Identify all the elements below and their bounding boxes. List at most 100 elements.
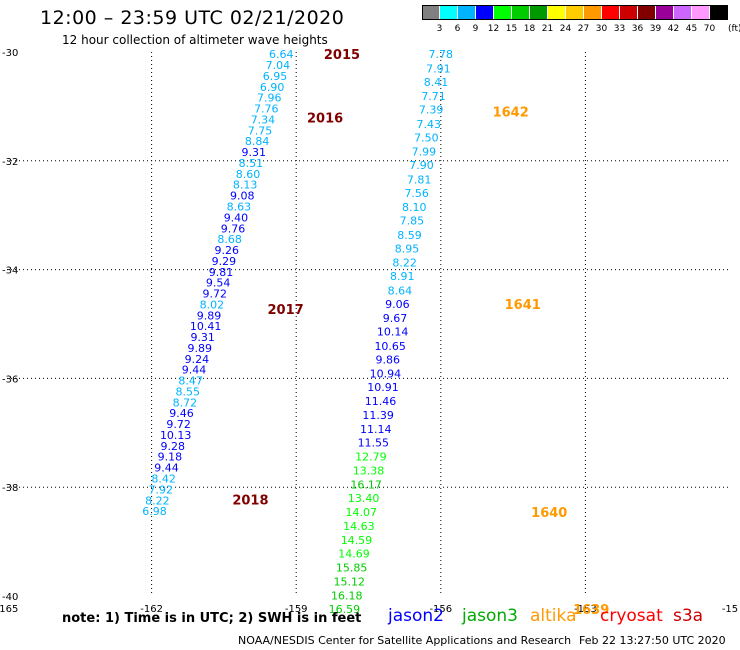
wave-height-point: 9.29 <box>212 255 237 268</box>
wave-height-point: 8.41 <box>424 76 449 89</box>
color-scale-cell <box>494 5 511 20</box>
wave-height-point: 9.86 <box>376 353 401 366</box>
wave-height-point: 8.91 <box>390 270 415 283</box>
color-scale-label: 24 <box>559 24 572 34</box>
wave-height-point: 7.99 <box>412 146 437 159</box>
x-tick-label: -159 <box>285 604 308 615</box>
wave-height-point: 14.07 <box>346 506 378 519</box>
footer-note: note: 1) Time is in UTC; 2) SWH is in fe… <box>62 611 362 626</box>
wave-height-point: 7.90 <box>409 159 434 172</box>
wave-height-point: 16.17 <box>350 478 382 491</box>
color-scale-cell <box>566 5 583 20</box>
wave-height-point: 9.40 <box>224 211 249 224</box>
wave-height-point: 14.59 <box>341 534 373 547</box>
footer-credit: NOAA/NESDIS Center for Satellite Applica… <box>238 634 572 647</box>
x-tick-label: -162 <box>140 604 163 615</box>
wave-height-point: 9.28 <box>161 440 186 453</box>
wave-height-point: 12.79 <box>355 451 387 464</box>
wave-height-point: 7.34 <box>251 113 276 126</box>
satellite-legend-jason3: jason3 <box>462 606 518 626</box>
wave-height-point: 8.13 <box>233 179 258 192</box>
track-annotation: 2016 <box>307 111 343 126</box>
footer-timestamp: Feb 22 13:27:50 UTC 2020 <box>579 634 726 647</box>
wave-height-point: 8.51 <box>239 157 264 170</box>
color-scale-cell <box>440 5 457 20</box>
wave-height-point: 11.14 <box>360 423 392 436</box>
track-annotation: 1640 <box>531 506 567 521</box>
wave-height-point: 13.38 <box>353 464 385 477</box>
color-scale-label: 15 <box>505 24 518 34</box>
wave-height-point: 9.06 <box>385 298 410 311</box>
wave-height-point: 9.89 <box>197 309 222 322</box>
color-scale-label: 21 <box>541 24 554 34</box>
wave-height-point: 9.26 <box>215 244 240 257</box>
wave-height-point: 13.40 <box>348 492 380 505</box>
color-scale-cell <box>710 5 727 20</box>
wave-height-point: 9.18 <box>158 451 183 464</box>
wave-height-point: 7.56 <box>404 187 429 200</box>
wave-height-point: 7.96 <box>257 92 282 105</box>
color-scale-frame <box>422 5 728 20</box>
wave-height-point: 8.22 <box>392 257 417 270</box>
track-annotation: 1639 <box>573 603 609 618</box>
color-scale-unit: (ft) <box>728 24 740 34</box>
wave-height-point: 7.50 <box>414 131 439 144</box>
color-scale-label: 42 <box>667 24 680 34</box>
track-annotation: 1642 <box>493 105 529 120</box>
wave-height-point: 8.95 <box>395 242 420 255</box>
color-scale-cell <box>638 5 655 20</box>
wave-height-point: 9.54 <box>206 277 231 290</box>
wave-height-point: 8.60 <box>236 168 261 181</box>
wave-height-point: 7.78 <box>429 48 454 61</box>
wave-height-point: 6.64 <box>269 48 294 61</box>
color-scale-label: 45 <box>685 24 698 34</box>
x-tick-label: -156 <box>429 604 452 615</box>
wave-height-point: 7.04 <box>266 59 291 72</box>
x-tick-label: -15 <box>722 604 738 615</box>
wave-height-point: 9.81 <box>209 266 234 279</box>
color-scale-label: 33 <box>613 24 626 34</box>
color-scale-cell <box>620 5 637 20</box>
y-tick-label: -38 <box>2 483 18 494</box>
wave-height-point: 8.72 <box>173 396 198 409</box>
wave-height-point: 9.44 <box>182 364 207 377</box>
color-scale-label: 39 <box>649 24 662 34</box>
wave-height-point: 9.72 <box>166 418 191 431</box>
wave-height-point: 8.64 <box>388 284 413 297</box>
color-scale-label: 6 <box>454 24 461 34</box>
color-scale-cell <box>530 5 547 20</box>
color-scale-label: 3 <box>436 24 443 34</box>
x-tick-label: -165 <box>0 604 18 615</box>
color-scale-label: 30 <box>595 24 608 34</box>
wave-height-point: 7.92 <box>149 483 174 496</box>
color-scale-cell <box>602 5 619 20</box>
wave-height-point: 16.59 <box>329 603 361 616</box>
wave-height-point: 6.98 <box>142 505 167 518</box>
color-scale-cell <box>584 5 601 20</box>
wave-height-point: 9.76 <box>221 222 246 235</box>
wave-height-point: 8.47 <box>178 375 203 388</box>
wave-height-point: 10.65 <box>374 340 406 353</box>
wave-height-point: 7.71 <box>421 90 446 103</box>
y-tick-label: -36 <box>2 374 18 385</box>
wave-height-point: 9.46 <box>169 407 194 420</box>
x-tick-label: -153 <box>574 604 597 615</box>
wave-height-point: 7.75 <box>248 124 273 137</box>
track-annotation: 1641 <box>505 298 541 313</box>
color-scale-label: 18 <box>523 24 536 34</box>
wave-height-point: 7.43 <box>417 118 442 131</box>
wave-height-point: 9.31 <box>242 146 267 159</box>
satellite-legend-s3a: s3a <box>673 606 704 626</box>
color-scale-cell <box>656 5 673 20</box>
wave-height-point: 8.02 <box>200 298 225 311</box>
wave-height-point: 8.59 <box>397 229 422 242</box>
color-scale-label: 12 <box>487 24 500 34</box>
color-scale-cell <box>674 5 691 20</box>
wave-height-point: 11.46 <box>365 395 397 408</box>
color-scale-cell <box>422 5 439 20</box>
track-annotation: 2015 <box>324 48 360 63</box>
wave-height-point: 10.14 <box>377 326 409 339</box>
color-scale-label: 27 <box>577 24 590 34</box>
color-scale-cell <box>692 5 709 20</box>
